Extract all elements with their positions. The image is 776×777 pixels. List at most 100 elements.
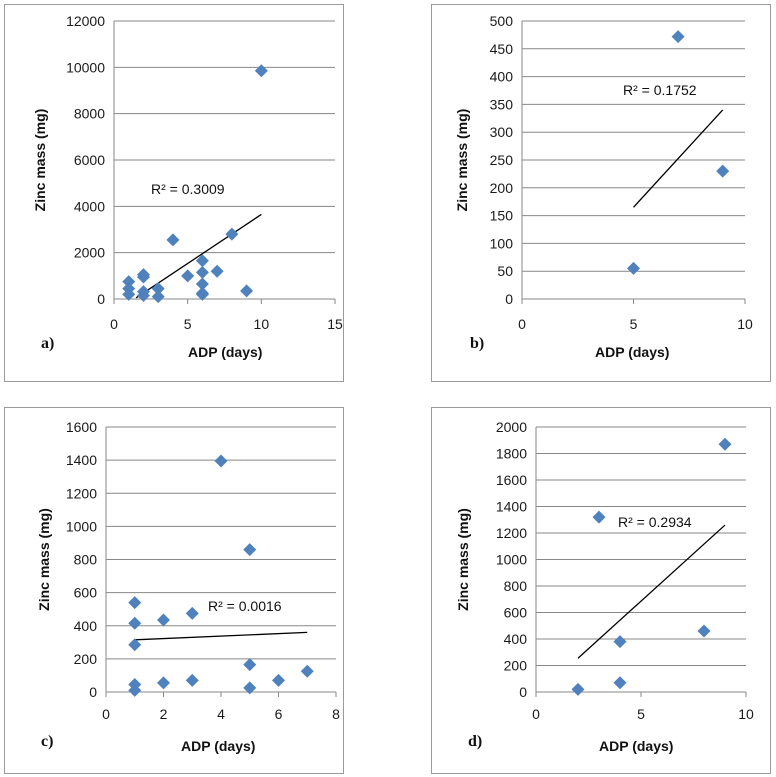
data-point [151, 282, 165, 296]
x-tick-label: 10 [254, 316, 270, 332]
y-tick-label: 2000 [496, 419, 527, 435]
data-point [613, 676, 627, 690]
r-squared-label: R² = 0.3009 [151, 181, 225, 197]
x-axis-title: ADP (days) [595, 344, 669, 360]
y-axis-title: Zinc mass (mg) [454, 109, 470, 212]
scatter-chart-c: 0 200 400 600 800 1000 1200 1400 1600 0 2 4 6 8 R² = 0… [36, 419, 340, 754]
chart-panel-b: 0 50 100 150 200 250 300 350 400 450 500 0 5 10 R² = 0… [431, 4, 771, 382]
x-tick-label: 0 [532, 706, 540, 722]
y-tick-label: 1200 [66, 485, 97, 501]
y-tick-label: 12000 [66, 13, 105, 29]
y-tick-label: 4000 [74, 198, 105, 214]
y-tick-label: 100 [490, 235, 514, 251]
data-point [718, 437, 732, 451]
data-point [122, 287, 136, 301]
y-tick-label: 0 [505, 291, 513, 307]
data-point [195, 265, 209, 279]
y-axis-title: Zinc mass (mg) [455, 508, 471, 611]
data-point [671, 30, 685, 44]
data-point [157, 613, 170, 627]
data-point [225, 227, 239, 241]
panel-label: b) [470, 335, 484, 352]
data-point [136, 270, 150, 284]
scatter-chart-a: 0 2000 4000 6000 8000 10000 12000 0 5 10 15 R² = 0.… [32, 13, 343, 360]
data-point [300, 664, 314, 678]
data-point [128, 683, 142, 697]
y-tick-label: 1400 [496, 499, 527, 515]
data-point [243, 543, 257, 557]
y-tick-label: 800 [74, 552, 98, 568]
data-point [166, 233, 180, 247]
y-tick-label: 250 [490, 152, 514, 168]
x-tick-label: 5 [184, 316, 192, 332]
y-tick-label: 400 [490, 69, 514, 85]
x-tick-label: 5 [630, 316, 638, 332]
data-point [195, 277, 209, 291]
x-tick-label: 15 [327, 316, 343, 332]
y-tick-label: 500 [490, 13, 514, 29]
y-tick-label: 1600 [496, 472, 527, 488]
data-point [716, 164, 730, 178]
x-tick-label: 2 [160, 706, 168, 722]
panel-label: c) [41, 733, 53, 750]
data-point [254, 64, 268, 78]
linear-trendline [633, 109, 724, 208]
data-point [210, 264, 224, 278]
data-point [128, 596, 142, 610]
data-point [697, 624, 711, 638]
y-tick-label: 1400 [66, 452, 97, 468]
x-tick-label: 5 [637, 706, 645, 722]
y-tick-label: 450 [490, 41, 514, 57]
y-tick-label: 200 [504, 658, 528, 674]
y-tick-label: 1000 [66, 518, 97, 534]
data-point [240, 284, 254, 298]
y-tick-label: 1800 [496, 446, 527, 462]
x-tick-label: 0 [102, 706, 110, 722]
data-point [243, 658, 257, 672]
data-point [122, 275, 136, 289]
panel-label: d) [468, 733, 482, 750]
y-tick-label: 0 [519, 684, 527, 700]
y-tick-label: 200 [74, 651, 98, 667]
linear-trendline [134, 631, 308, 641]
data-point [627, 261, 640, 275]
x-tick-label: 4 [217, 706, 225, 722]
scatter-chart-b: 0 50 100 150 200 250 300 350 400 450 500 0 5 10 R² = 0… [454, 13, 753, 360]
r-squared-label: R² = 0.0016 [208, 598, 282, 614]
data-point [592, 510, 606, 524]
linear-trendline [577, 524, 726, 659]
x-axis-title: ADP (days) [599, 738, 673, 754]
x-tick-label: 8 [332, 706, 340, 722]
y-tick-label: 6000 [74, 152, 105, 168]
y-tick-label: 600 [74, 585, 98, 601]
y-tick-label: 350 [490, 96, 514, 112]
y-tick-label: 8000 [74, 106, 105, 122]
data-point [181, 269, 195, 283]
y-tick-label: 1200 [496, 525, 527, 541]
data-point [128, 638, 142, 652]
y-tick-label: 600 [504, 605, 528, 621]
data-point [128, 616, 142, 630]
y-tick-label: 150 [490, 208, 514, 224]
y-tick-label: 10000 [66, 59, 105, 75]
chart-panel-a: 0 2000 4000 6000 8000 10000 12000 0 5 10 15 R² = 0.… [4, 4, 344, 382]
x-tick-label: 0 [518, 316, 526, 332]
y-tick-label: 200 [490, 180, 514, 196]
data-point [613, 635, 627, 649]
data-point [151, 290, 165, 304]
panel-label: a) [41, 335, 54, 352]
data-point [195, 287, 209, 301]
x-tick-label: 0 [110, 316, 118, 332]
data-point [571, 682, 585, 696]
x-axis-title: ADP (days) [188, 344, 262, 360]
r-squared-label: R² = 0.1752 [623, 82, 697, 98]
y-axis-title: Zinc mass (mg) [32, 109, 48, 212]
y-tick-label: 1000 [496, 552, 527, 568]
data-point [185, 673, 199, 687]
data-point [214, 454, 228, 468]
r-squared-label: R² = 0.2934 [618, 514, 692, 530]
data-point [195, 254, 209, 268]
y-tick-label: 2000 [74, 245, 105, 261]
y-tick-label: 50 [497, 263, 513, 279]
y-tick-label: 0 [89, 684, 97, 700]
